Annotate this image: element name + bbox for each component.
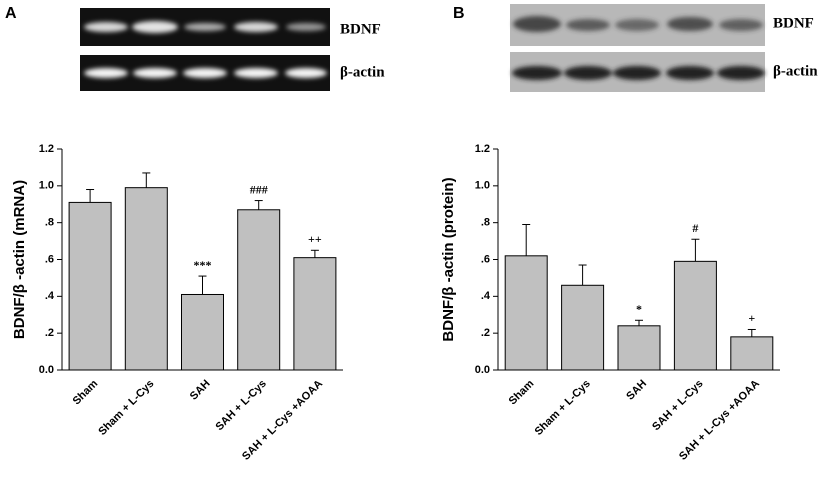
x-tick-label: Sham + L-Cys [533,378,593,438]
x-tick-label: SAH [624,378,649,403]
y-axis-label: BDNF/β -actin (mRNA) [11,180,28,339]
y-tick-label: 0.0 [39,364,54,376]
y-tick-label: .4 [481,290,491,302]
blot-label: β-actin [773,63,818,79]
panel-label: A [5,5,17,22]
bar [68,201,112,371]
blot-label: β-actin [340,64,385,80]
bar [181,293,224,371]
y-tick-label: .2 [481,327,490,339]
x-tick-label: Sham + L-Cys [96,378,156,438]
significance-label: + [748,311,755,325]
x-tick-label: SAH + L-Cys [213,378,268,433]
y-tick-label: 1.0 [39,180,54,192]
significance-label: ### [250,182,268,196]
y-axis-label: BDNF/β -actin (protein) [440,177,457,341]
significance-label: ++ [308,232,322,246]
significance-label: # [692,221,698,235]
bar [561,284,605,371]
y-tick-label: 1.2 [475,143,490,155]
bar [293,257,337,371]
bar [617,325,661,371]
y-tick-label: .8 [45,217,54,229]
blot-label: BDNF [773,15,814,31]
bar [124,187,168,371]
bar [673,260,717,371]
bar [730,336,774,371]
y-tick-label: 1.0 [475,180,490,192]
significance-label: *** [194,258,212,272]
y-tick-label: .4 [45,290,55,302]
x-tick-label: Sham [71,378,101,408]
x-tick-label: SAH + L-Cys [650,378,705,433]
y-tick-label: 0.0 [475,364,490,376]
x-tick-label: SAH [188,378,213,403]
blot-a [80,8,330,91]
y-tick-label: .2 [45,327,54,339]
blot-b [510,4,765,92]
x-tick-label: Sham [507,378,537,408]
y-tick-label: .8 [481,217,490,229]
bar [237,209,281,371]
y-tick-label: .6 [481,253,490,265]
bar [504,255,548,371]
y-tick-label: .6 [45,253,54,265]
panel-label: B [453,5,465,22]
significance-label: * [636,302,642,316]
y-tick-label: 1.2 [39,143,54,155]
blot-label: BDNF [340,21,381,37]
